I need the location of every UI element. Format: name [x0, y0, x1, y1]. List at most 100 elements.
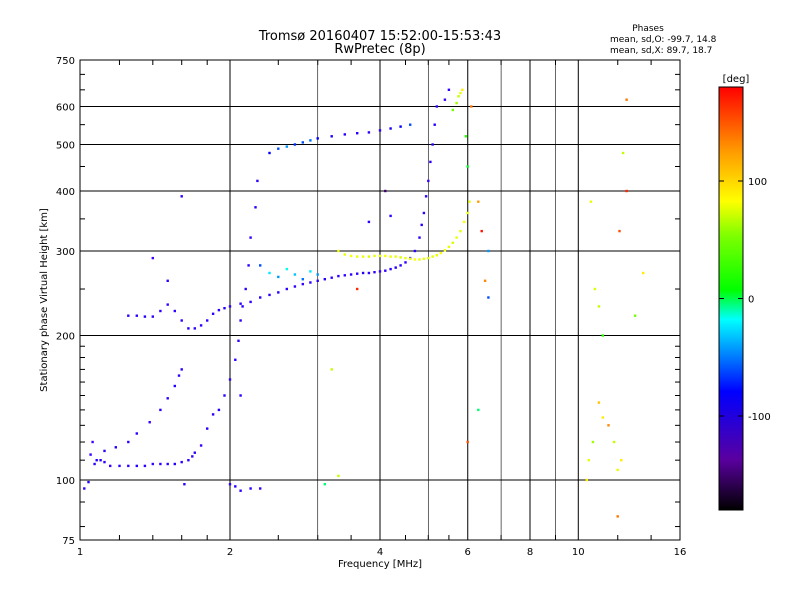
data-point: [277, 291, 280, 294]
data-point: [389, 214, 392, 218]
data-point: [597, 305, 601, 308]
phase-box-heading: Phases: [632, 24, 664, 34]
data-point: [223, 394, 226, 397]
data-point: [234, 485, 237, 488]
data-point: [394, 266, 397, 269]
x-tick-label: 16: [674, 547, 687, 558]
data-point: [367, 131, 371, 134]
data-point: [301, 141, 304, 144]
data-point: [166, 462, 169, 466]
data-point: [118, 464, 121, 468]
data-point: [330, 276, 333, 279]
data-point: [461, 88, 464, 91]
data-point: [477, 408, 480, 412]
data-point: [159, 309, 162, 313]
data-point: [389, 127, 392, 130]
data-point: [384, 269, 387, 272]
colorbar-tick-label: 0: [748, 295, 754, 306]
data-point: [404, 256, 407, 260]
data-point: [87, 480, 90, 484]
data-point: [323, 278, 326, 281]
chart-subtitle: RwPretec (8p): [334, 42, 425, 57]
data-point: [343, 253, 346, 256]
plot-frame: [79, 59, 681, 541]
data-point: [593, 287, 597, 291]
data-point: [422, 257, 426, 260]
y-axis-label: Stationary phase Virtual Height [km]: [39, 208, 50, 392]
data-point: [367, 220, 371, 224]
data-point: [447, 88, 451, 91]
data-point: [223, 307, 226, 310]
data-point: [316, 279, 319, 282]
data-point: [323, 483, 326, 486]
data-point: [413, 249, 417, 253]
data-point: [459, 91, 462, 95]
data-point: [483, 279, 487, 282]
data-point: [241, 305, 244, 308]
data-point: [343, 133, 346, 136]
data-point: [451, 241, 454, 244]
data-point: [480, 229, 483, 233]
data-point: [389, 255, 392, 258]
data-point: [193, 451, 196, 454]
data-point: [151, 256, 154, 260]
data-point: [217, 408, 221, 412]
data-point: [601, 416, 604, 419]
data-point: [356, 132, 359, 135]
data-point: [466, 165, 469, 168]
data-point: [285, 287, 288, 291]
data-point: [93, 462, 96, 466]
data-point: [135, 432, 138, 435]
data-point: [607, 424, 610, 427]
x-axis-ticks: 1 2 4 6 8 10 16: [77, 60, 687, 558]
data-point: [466, 440, 469, 444]
data-point: [356, 287, 359, 291]
data-point: [143, 315, 147, 318]
data-point: [268, 293, 271, 297]
data-point: [316, 137, 319, 140]
data-point: [384, 189, 387, 193]
data-point: [293, 285, 297, 288]
data-point: [378, 254, 382, 258]
data-point: [330, 368, 333, 371]
data-point: [361, 255, 365, 258]
data-point: [399, 125, 402, 128]
data-point: [621, 151, 625, 155]
data-point: [234, 358, 237, 361]
data-point: [249, 236, 252, 239]
data-point: [173, 384, 176, 388]
data-point: [464, 135, 468, 138]
data-point: [187, 459, 190, 462]
data-point: [180, 460, 183, 464]
data-point: [389, 267, 392, 271]
data-point: [620, 459, 623, 462]
data-points: [83, 88, 645, 518]
x-axis-label: Frequency [MHz]: [338, 559, 422, 570]
y-tick-label: 200: [56, 332, 75, 343]
data-point: [399, 256, 402, 259]
data-point: [135, 464, 138, 468]
data-point: [373, 254, 376, 258]
data-point: [457, 95, 460, 98]
data-point: [373, 271, 376, 274]
data-point: [384, 254, 387, 258]
data-point: [247, 264, 250, 267]
data-point: [239, 394, 242, 397]
data-point: [343, 274, 346, 277]
data-point: [356, 255, 359, 258]
data-point: [159, 408, 162, 412]
x-tick-label: 6: [465, 547, 471, 558]
data-point: [612, 440, 616, 444]
data-point: [477, 200, 480, 203]
data-point: [585, 478, 588, 482]
data-point: [127, 464, 130, 468]
data-point: [127, 314, 130, 317]
data-point: [166, 303, 169, 306]
data-point: [199, 444, 203, 447]
y-tick-label: 500: [56, 141, 75, 152]
data-point: [455, 236, 458, 239]
data-point: [349, 254, 353, 258]
y-axis-ticks: 75 100 200 300 400 500 600 750: [56, 56, 680, 547]
data-point: [356, 272, 359, 275]
data-point: [249, 300, 252, 304]
